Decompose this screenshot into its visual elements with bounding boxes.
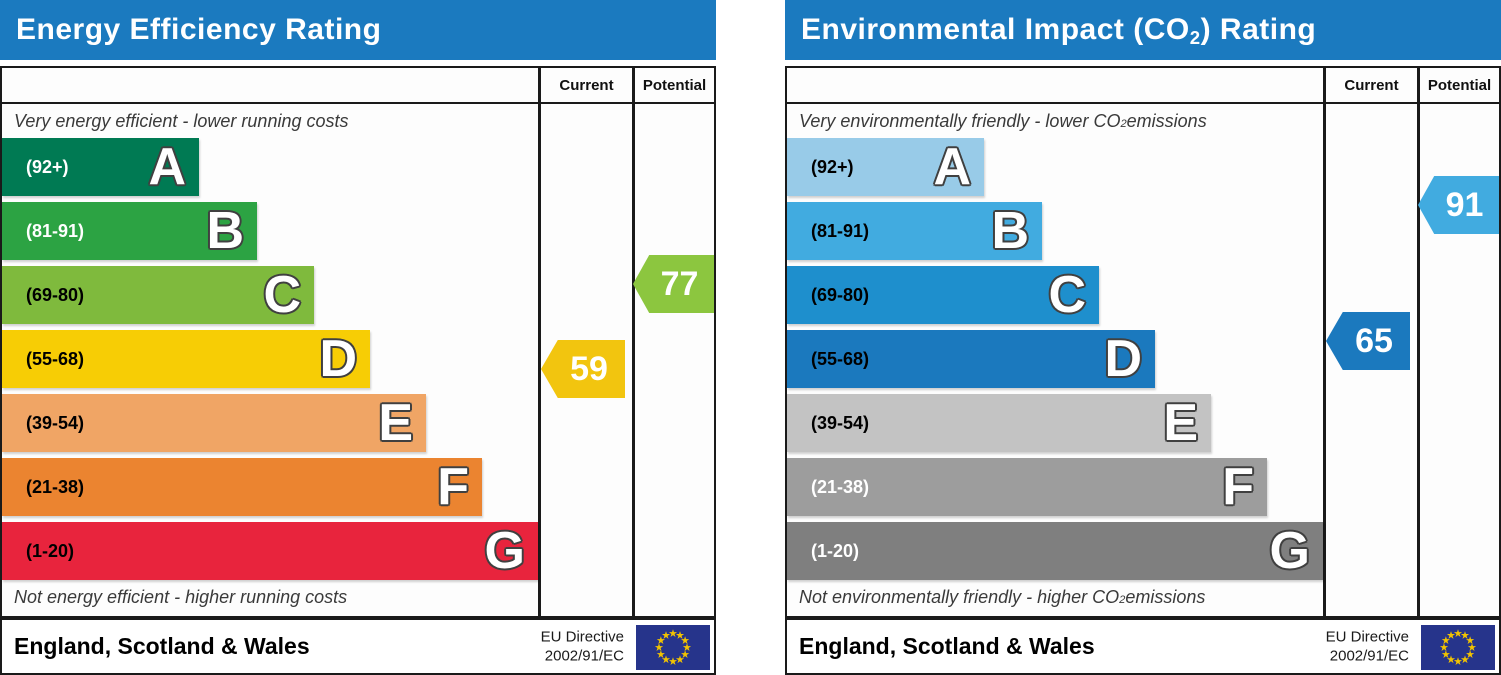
band-a-letter: A <box>933 138 971 196</box>
energy-title-bar: Energy Efficiency Rating <box>0 0 716 60</box>
energy-bottom-note: Not energy efficient - higher running co… <box>14 586 348 607</box>
band-d: (55-68) D <box>787 330 1155 388</box>
environmental-rating-table: Current Potential Very environmentally f… <box>785 66 1501 618</box>
band-a-range: (92+) <box>26 156 69 177</box>
energy-footer: England, Scotland & Wales EU Directive 20… <box>0 618 716 675</box>
environmental-title-bar: Environmental Impact (CO2) Rating <box>785 0 1501 60</box>
band-b: (81-91) B <box>2 202 257 260</box>
region-label: England, Scotland & Wales <box>14 633 310 659</box>
potential-column-divider <box>1417 68 1420 616</box>
band-f-range: (21-38) <box>26 476 85 497</box>
environmental-band-scale: Very environmentally friendly - lower CO… <box>787 104 1323 616</box>
environmental-bottom-note: Not environmentally friendly - higher CO… <box>799 586 1206 607</box>
band-c-letter: C <box>1048 266 1086 324</box>
band-b-range: (81-91) <box>811 220 870 241</box>
band-d-letter: D <box>319 330 357 388</box>
region-label: England, Scotland & Wales <box>799 633 1095 659</box>
energy-band-scale: Very energy efficient - lower running co… <box>2 104 538 616</box>
potential-column-header: Potential <box>1427 76 1492 94</box>
energy-potential-value: 77 <box>660 264 699 303</box>
band-c: (69-80) C <box>2 266 314 324</box>
band-f: (21-38) F <box>787 458 1267 516</box>
environmental-potential-value: 91 <box>1445 185 1484 224</box>
environmental-top-note: Very environmentally friendly - lower CO… <box>799 110 1207 131</box>
band-e-letter: E <box>1163 394 1198 452</box>
energy-bands: (92+) A (81-91) B (69-80) C (55-68) D (3… <box>2 138 538 586</box>
energy-potential-arrow: 77 <box>633 255 714 313</box>
band-f-letter: F <box>1222 458 1254 516</box>
energy-chart-title: Energy Efficiency Rating <box>16 13 382 46</box>
band-a-range: (92+) <box>811 156 854 177</box>
band-f: (21-38) F <box>2 458 482 516</box>
band-e: (39-54) E <box>2 394 426 452</box>
band-e: (39-54) E <box>787 394 1211 452</box>
band-g-letter: G <box>1269 522 1310 580</box>
eu-flag-icon <box>636 625 710 670</box>
header-row-divider <box>2 102 714 104</box>
band-a: (92+) A <box>2 138 199 196</box>
environmental-current-value: 65 <box>1355 321 1393 360</box>
eu-directive-label: EU Directive 2002/91/EC <box>1325 628 1409 665</box>
environmental-footer: England, Scotland & Wales EU Directive 20… <box>785 618 1501 675</box>
current-column-divider <box>1323 68 1326 616</box>
band-g-letter: G <box>484 522 525 580</box>
band-a-letter: A <box>148 138 186 196</box>
band-b-range: (81-91) <box>26 220 85 241</box>
band-c-letter: C <box>263 266 301 324</box>
energy-rating-table: Current Potential Very energy efficient … <box>0 66 716 618</box>
energy-efficiency-chart: Energy Efficiency Rating Current Potenti… <box>0 0 716 675</box>
band-e-range: (39-54) <box>811 412 870 433</box>
band-a: (92+) A <box>787 138 984 196</box>
energy-current-value: 59 <box>570 349 608 388</box>
current-column-header: Current <box>559 76 614 94</box>
band-c-range: (69-80) <box>26 284 85 305</box>
band-e-range: (39-54) <box>26 412 85 433</box>
energy-current-arrow: 59 <box>541 340 625 398</box>
potential-column-divider <box>632 68 635 616</box>
environmental-chart-title: Environmental Impact (CO2) Rating <box>801 13 1317 48</box>
band-d-letter: D <box>1104 330 1142 388</box>
band-b-letter: B <box>991 202 1029 260</box>
energy-top-note: Very energy efficient - lower running co… <box>14 110 349 131</box>
band-b: (81-91) B <box>787 202 1042 260</box>
band-d-range: (55-68) <box>26 348 85 369</box>
header-row-divider <box>787 102 1499 104</box>
band-g: (1-20) G <box>2 522 538 580</box>
band-d: (55-68) D <box>2 330 370 388</box>
band-f-letter: F <box>437 458 469 516</box>
eu-directive-label: EU Directive 2002/91/EC <box>540 628 624 665</box>
band-d-range: (55-68) <box>811 348 870 369</box>
potential-column-header: Potential <box>642 76 707 94</box>
band-g-range: (1-20) <box>811 540 860 561</box>
band-b-letter: B <box>206 202 244 260</box>
environmental-current-arrow: 65 <box>1326 312 1410 370</box>
environmental-potential-arrow: 91 <box>1418 176 1499 234</box>
current-column-header: Current <box>1344 76 1399 94</box>
band-g-range: (1-20) <box>26 540 75 561</box>
eu-flag-icon <box>1421 625 1495 670</box>
band-c-range: (69-80) <box>811 284 870 305</box>
band-g: (1-20) G <box>787 522 1323 580</box>
environmental-impact-chart: Environmental Impact (CO2) Rating Curren… <box>785 0 1501 675</box>
environmental-bands: (92+) A (81-91) B (69-80) C (55-68) D (3… <box>787 138 1323 586</box>
band-e-letter: E <box>378 394 413 452</box>
band-c: (69-80) C <box>787 266 1099 324</box>
band-f-range: (21-38) <box>811 476 870 497</box>
current-column-divider <box>538 68 541 616</box>
